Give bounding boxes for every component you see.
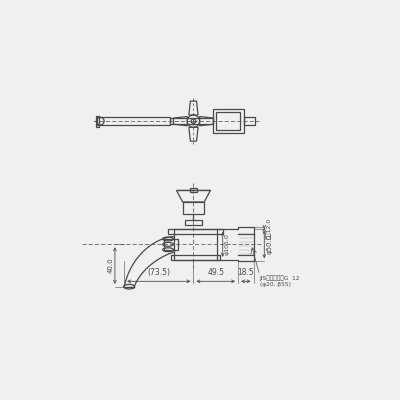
Bar <box>171 255 220 260</box>
Text: JIS細目並管用G  12
(φ20, β55): JIS細目並管用G 12 (φ20, β55) <box>260 275 300 287</box>
Text: φ50.0: φ50.0 <box>267 234 273 254</box>
Bar <box>168 229 223 234</box>
Bar <box>97 117 170 125</box>
Text: 40.0: 40.0 <box>107 258 113 273</box>
Bar <box>183 202 204 214</box>
Text: (73.5): (73.5) <box>147 268 170 277</box>
Text: 18.5: 18.5 <box>238 268 254 277</box>
Bar <box>164 239 178 250</box>
Bar <box>190 188 197 192</box>
Bar <box>216 112 240 130</box>
Bar <box>174 229 216 260</box>
Text: 内径12.0: 内径12.0 <box>267 218 272 239</box>
Text: 49.5: 49.5 <box>207 268 224 277</box>
Bar <box>244 117 255 125</box>
Bar <box>185 220 202 225</box>
Bar <box>170 118 213 124</box>
Bar <box>213 109 244 134</box>
Bar <box>96 116 99 126</box>
Text: φ105.0: φ105.0 <box>224 234 229 255</box>
